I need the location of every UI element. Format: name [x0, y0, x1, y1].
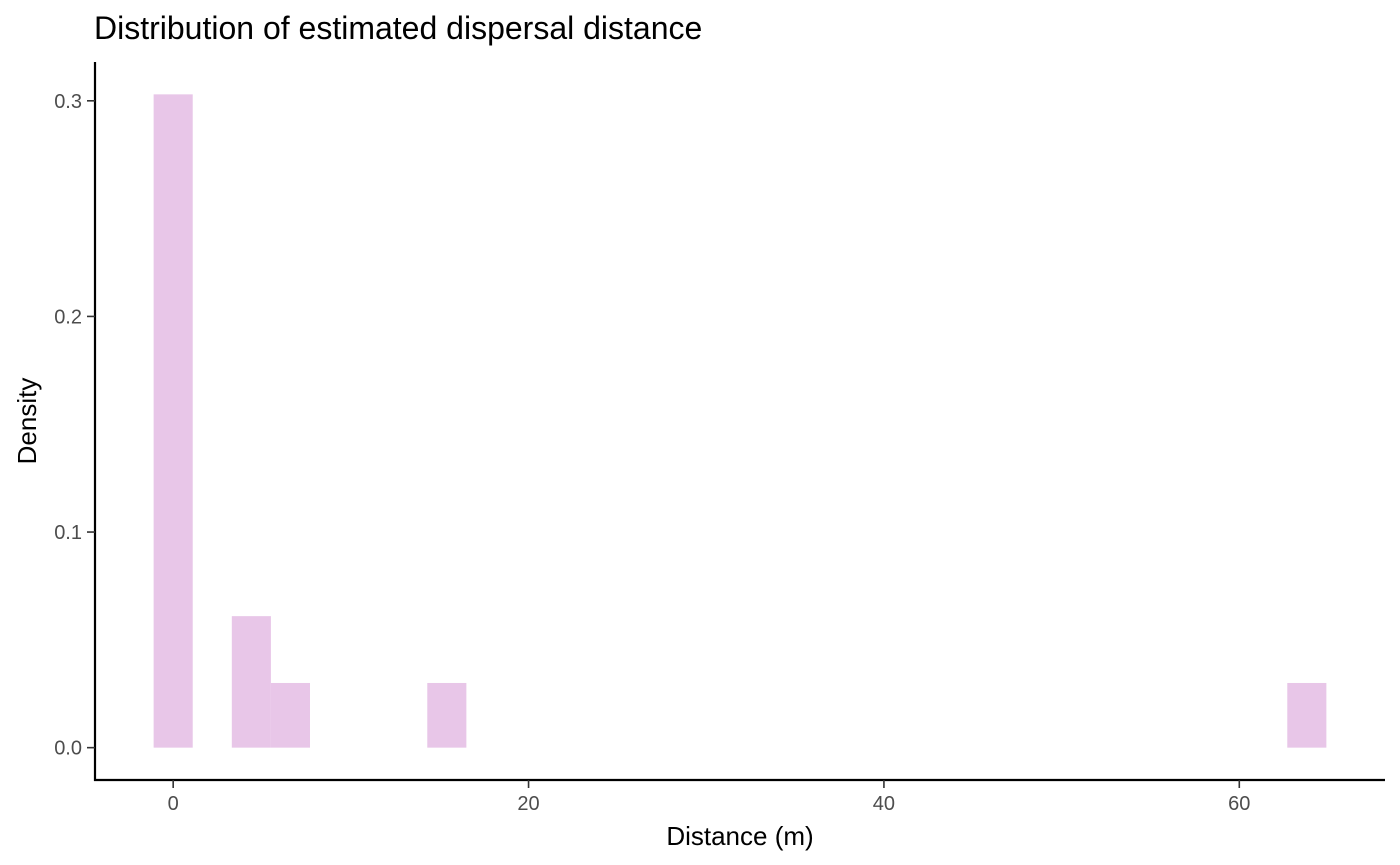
x-tick-label: 20 — [517, 793, 539, 815]
y-tick-label: 0.0 — [54, 738, 82, 760]
histogram-bar-0 — [153, 94, 193, 748]
x-axis-title: Distance (m) — [666, 821, 813, 851]
histogram-bar-4 — [1287, 682, 1327, 748]
x-tick-label: 0 — [168, 793, 179, 815]
y-tick-label: 0.1 — [54, 522, 82, 544]
y-axis-title: Density — [12, 378, 42, 465]
chart-title: Distribution of estimated dispersal dist… — [94, 10, 702, 46]
x-tick-label: 60 — [1228, 793, 1250, 815]
x-tick-label: 40 — [873, 793, 895, 815]
histogram-bar-3 — [427, 682, 467, 748]
histogram-bar-1 — [231, 616, 271, 748]
histogram-bar-2 — [270, 682, 310, 748]
bars-group — [153, 94, 1327, 748]
y-tick-label: 0.2 — [54, 306, 82, 328]
x-axis-ticks: 0 20 40 60 — [168, 780, 1250, 815]
y-tick-label: 0.3 — [54, 91, 82, 113]
y-axis-ticks: 0.0 0.1 0.2 0.3 — [54, 91, 95, 760]
